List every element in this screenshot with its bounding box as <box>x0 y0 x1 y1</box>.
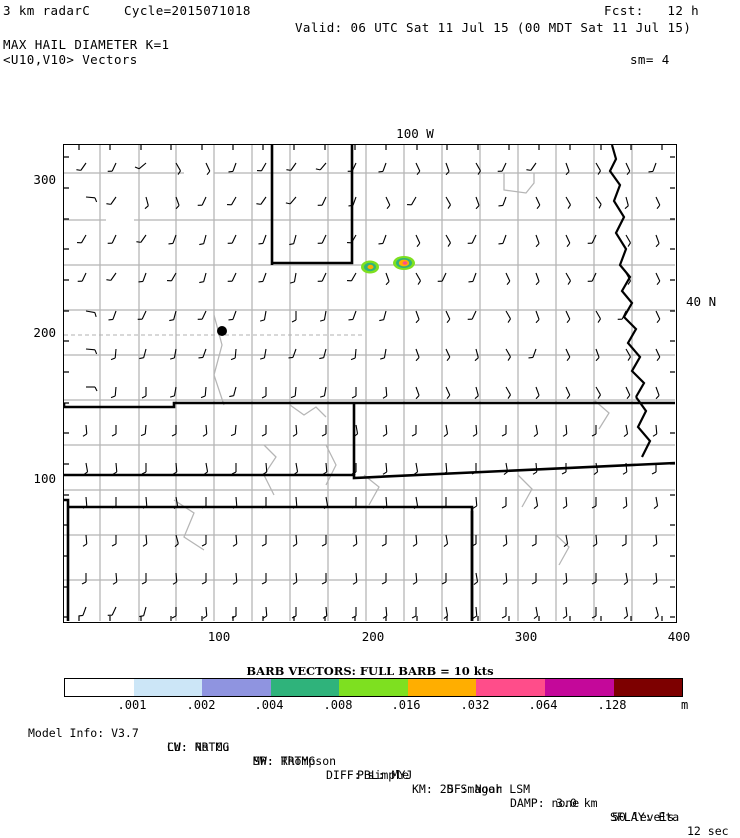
colorbar-unit-label: m <box>681 698 689 712</box>
colorbar-swatch-4 <box>339 679 408 696</box>
model-info-row-2: LW: RRTMG SW: RRTMG DIFF: simple KM: 2D … <box>0 726 740 824</box>
header-cycle-label: Cycle=2015071018 <box>124 3 251 18</box>
colorbar-tick-064: .064 <box>528 698 558 712</box>
model-info-damp: DAMP: none <box>510 796 580 810</box>
map-canvas <box>64 145 676 622</box>
header-field-name: MAX HAIL DIAMETER K=1 <box>3 37 170 52</box>
header-model-label: 3 km radarC <box>3 3 91 18</box>
colorbar-swatch-0 <box>65 679 134 696</box>
colorbar-swatch-8 <box>613 679 683 696</box>
colorbar-tick-labels: .001 .002 .004 .008 .016 .032 .064 .128 … <box>64 698 704 714</box>
colorbar-swatch-7 <box>544 679 614 696</box>
colorbar-tick-032: .032 <box>460 698 490 712</box>
model-info-lw: LW: RRTMG <box>167 740 230 754</box>
y-axis-tick-100: 100 <box>33 471 56 486</box>
model-info-timestep: 12 sec <box>687 824 729 838</box>
colorbar-tick-002: .002 <box>186 698 216 712</box>
map-label-latitude: 40 N <box>686 294 717 309</box>
x-axis-tick-200: 200 <box>361 629 385 644</box>
colorbar[interactable] <box>64 678 683 697</box>
barb-vectors-legend: BARB VECTORS: FULL BARB = 10 kts <box>246 664 494 678</box>
colorbar-tick-016: .016 <box>391 698 421 712</box>
y-axis-tick-200: 200 <box>33 325 56 340</box>
colorbar-swatch-3 <box>270 679 340 696</box>
colorbar-tick-128: .128 <box>597 698 627 712</box>
colorbar-swatch-1 <box>133 679 203 696</box>
y-axis-tick-300: 300 <box>33 172 56 187</box>
model-info-diff: DIFF: simple <box>326 768 410 782</box>
x-axis-tick-100: 100 <box>207 629 231 644</box>
model-info-km: KM: 2D Smagor <box>412 782 503 796</box>
model-info-sflay: SFLAY: Eta <box>610 810 680 824</box>
model-info-sw: SW: RRTMG <box>253 754 316 768</box>
colorbar-swatch-6 <box>476 679 545 696</box>
header-smoothing: sm= 4 <box>630 52 670 67</box>
colorbar-swatch-2 <box>202 679 271 696</box>
header-forecast-hour: Fcst: 12 h <box>604 3 700 18</box>
colorbar-tick-004: .004 <box>254 698 284 712</box>
map-plot-area[interactable] <box>63 144 677 623</box>
x-axis-tick-300: 300 <box>514 629 538 644</box>
header-vector-overlay: <U10,V10> Vectors <box>3 52 138 67</box>
x-axis-tick-400: 400 <box>667 629 691 644</box>
colorbar-tick-001: .001 <box>117 698 147 712</box>
map-label-longitude: 100 W <box>396 126 434 141</box>
colorbar-tick-008: .008 <box>323 698 353 712</box>
colorbar-swatch-5 <box>407 679 477 696</box>
model-info-version: Model Info: V3.7 <box>28 726 139 740</box>
header-valid-time: Valid: 06 UTC Sat 11 Jul 15 (00 MDT Sat … <box>295 20 692 35</box>
